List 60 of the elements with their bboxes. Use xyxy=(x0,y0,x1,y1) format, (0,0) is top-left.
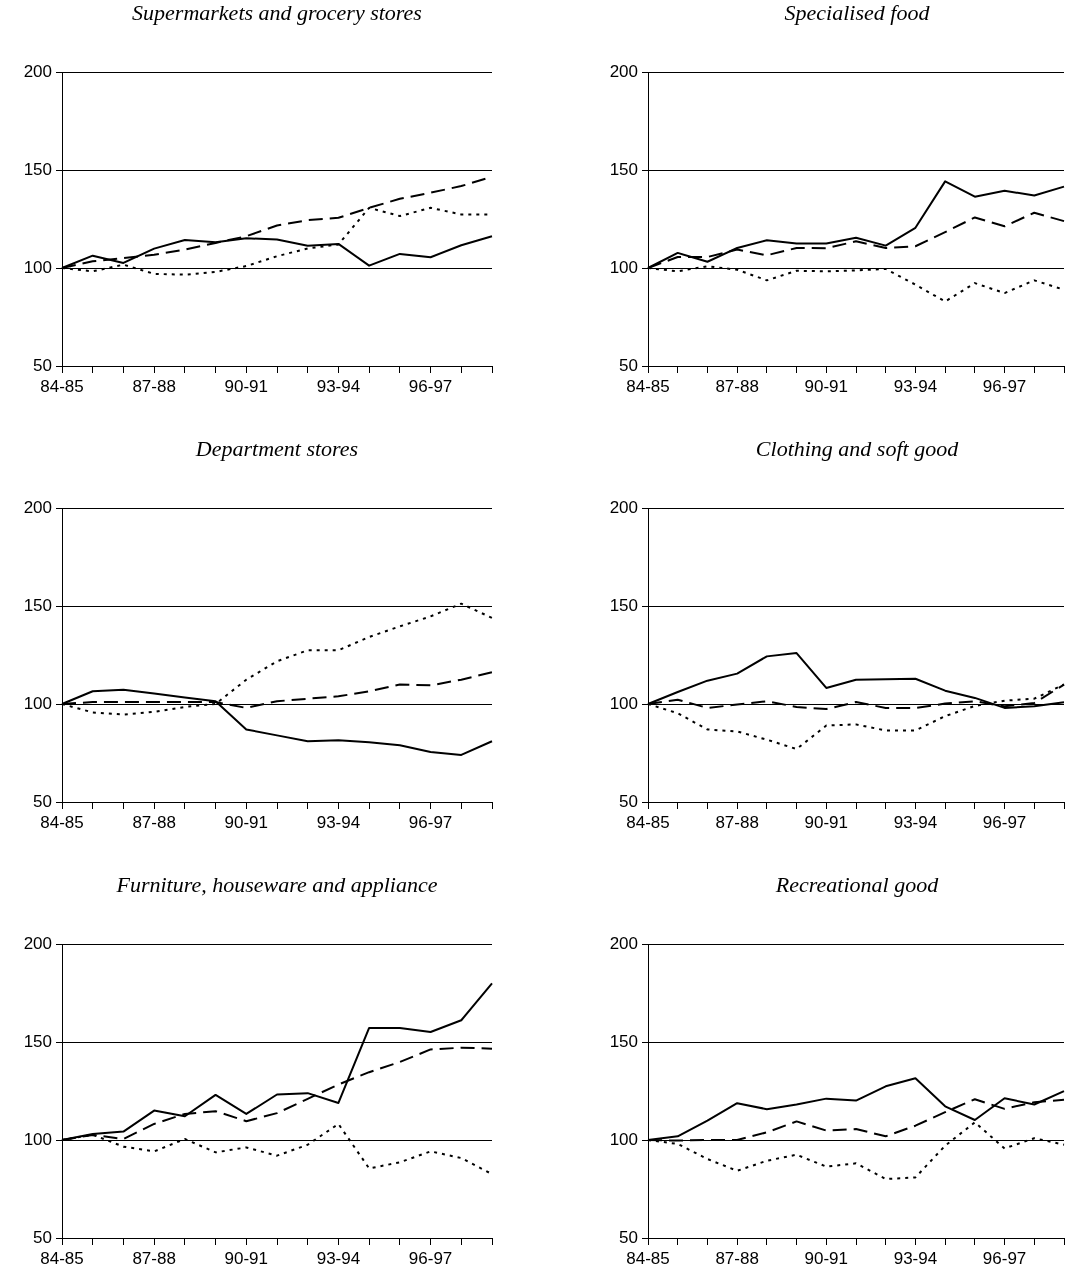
y-tick-label: 150 xyxy=(23,595,52,615)
x-tick-label: 87-88 xyxy=(132,812,176,832)
x-tick-label: 84-85 xyxy=(40,812,84,832)
chart-title: Clothing and soft good xyxy=(754,436,960,463)
x-tick-label: 96-97 xyxy=(982,1248,1027,1268)
y-tick-label: 150 xyxy=(609,1031,638,1051)
y-tick-label: 50 xyxy=(619,791,638,811)
chart-title: Recreational good xyxy=(774,872,940,899)
y-tick-label: 50 xyxy=(33,1227,52,1247)
x-tick-label: 84-85 xyxy=(40,376,84,396)
chart-title: Specialised food xyxy=(783,0,931,27)
x-tick-label: 96-97 xyxy=(408,812,453,832)
y-tick-label: 100 xyxy=(23,257,52,277)
x-tick-label: 96-97 xyxy=(982,376,1027,396)
x-tick-label: 84-85 xyxy=(626,812,670,832)
x-tick-label: 90-91 xyxy=(804,1248,849,1268)
y-tick-label: 200 xyxy=(23,933,52,953)
chart-title: Supermarkets and grocery stores xyxy=(131,0,423,27)
y-tick-label: 200 xyxy=(609,933,638,953)
y-tick-label: 100 xyxy=(23,693,52,713)
x-tick-label: 90-91 xyxy=(804,812,849,832)
y-tick-label: 100 xyxy=(609,693,638,713)
x-tick-label: 90-91 xyxy=(224,376,269,396)
x-tick-label: 93-94 xyxy=(893,812,938,832)
x-tick-label: 90-91 xyxy=(804,376,849,396)
x-tick-label: 93-94 xyxy=(893,1248,938,1268)
y-tick-label: 200 xyxy=(609,61,638,81)
x-tick-label: 87-88 xyxy=(132,376,176,396)
x-tick-label: 87-88 xyxy=(715,1248,759,1268)
x-tick-label: 96-97 xyxy=(982,812,1027,832)
y-tick-label: 150 xyxy=(23,159,52,179)
x-tick-label: 84-85 xyxy=(626,376,670,396)
x-tick-label: 93-94 xyxy=(893,376,938,396)
y-tick-label: 200 xyxy=(23,497,52,517)
x-tick-label: 87-88 xyxy=(715,812,759,832)
x-tick-label: 84-85 xyxy=(626,1248,670,1268)
x-tick-label: 96-97 xyxy=(408,1248,453,1268)
x-tick-label: 93-94 xyxy=(316,376,361,396)
x-tick-label: 93-94 xyxy=(316,1248,361,1268)
x-tick-label: 87-88 xyxy=(132,1248,176,1268)
y-tick-label: 200 xyxy=(23,61,52,81)
x-tick-label: 90-91 xyxy=(224,1248,269,1268)
y-tick-label: 100 xyxy=(609,257,638,277)
x-tick-label: 84-85 xyxy=(40,1248,84,1268)
y-tick-label: 50 xyxy=(619,1227,638,1247)
x-tick-label: 93-94 xyxy=(316,812,361,832)
y-tick-label: 200 xyxy=(609,497,638,517)
y-tick-label: 150 xyxy=(23,1031,52,1051)
y-tick-label: 50 xyxy=(33,791,52,811)
y-tick-label: 100 xyxy=(23,1129,52,1149)
chart-title: Furniture, houseware and appliance xyxy=(115,872,439,899)
y-tick-label: 100 xyxy=(609,1129,638,1149)
chart-title: Department stores xyxy=(194,436,360,463)
y-tick-label: 50 xyxy=(619,355,638,375)
x-tick-label: 90-91 xyxy=(224,812,269,832)
y-tick-label: 50 xyxy=(33,355,52,375)
x-tick-label: 96-97 xyxy=(408,376,453,396)
y-tick-label: 150 xyxy=(609,595,638,615)
y-tick-label: 150 xyxy=(609,159,638,179)
x-tick-label: 87-88 xyxy=(715,376,759,396)
